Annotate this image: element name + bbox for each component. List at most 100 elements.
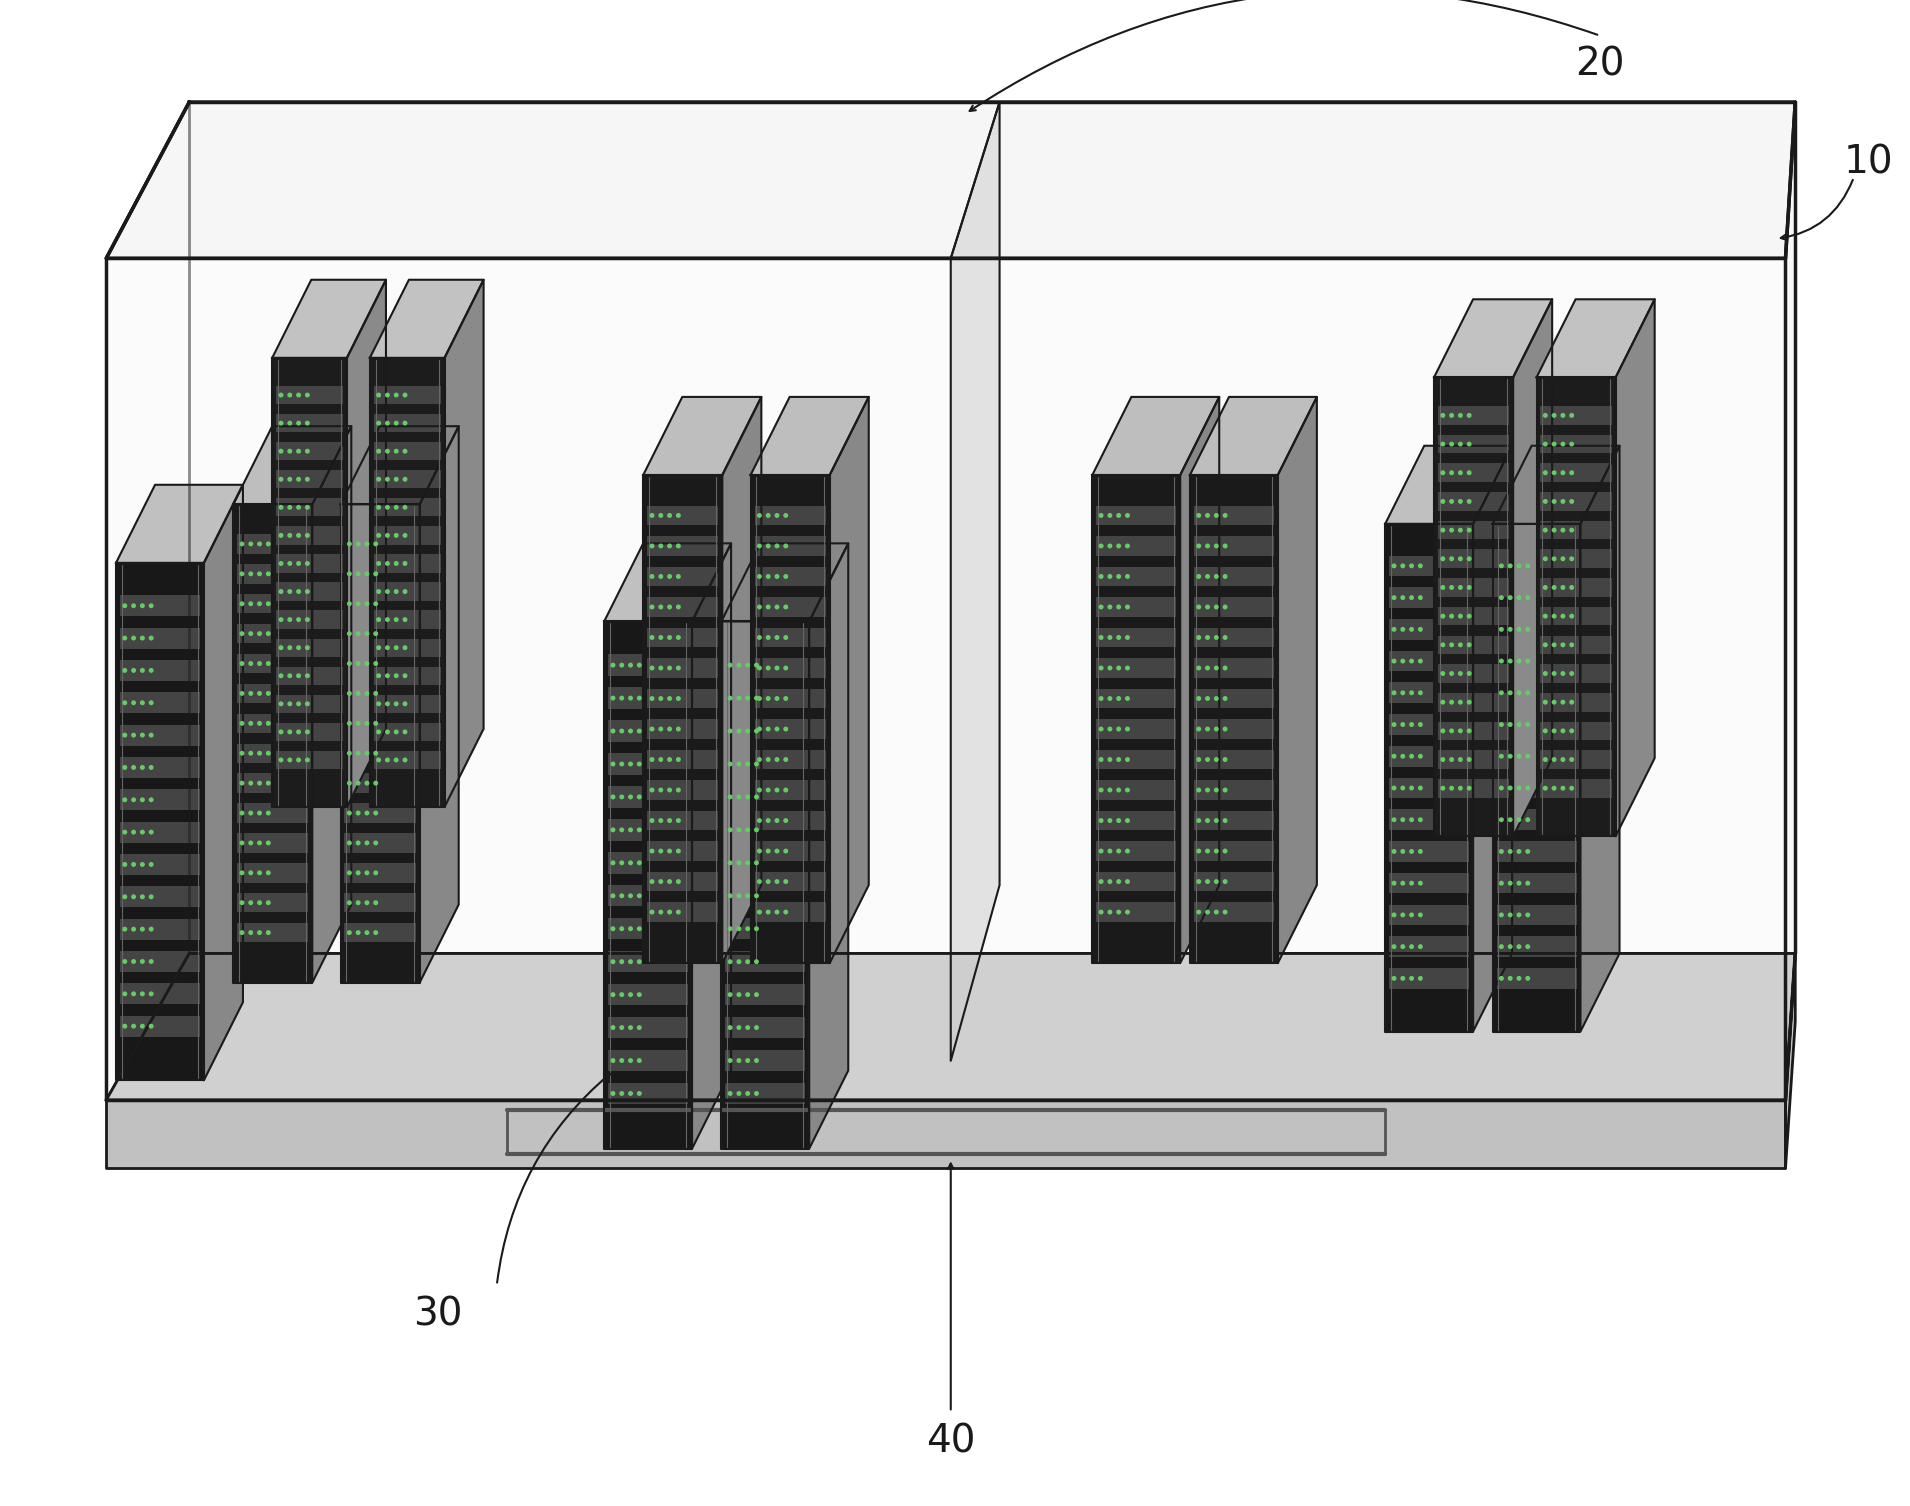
Circle shape bbox=[306, 506, 309, 509]
Circle shape bbox=[386, 477, 390, 480]
Circle shape bbox=[1108, 758, 1112, 761]
Polygon shape bbox=[754, 842, 825, 861]
Circle shape bbox=[279, 646, 283, 649]
Circle shape bbox=[395, 393, 397, 396]
Polygon shape bbox=[726, 655, 806, 676]
Circle shape bbox=[659, 788, 663, 792]
Circle shape bbox=[267, 812, 269, 815]
Circle shape bbox=[1198, 514, 1201, 517]
Circle shape bbox=[1526, 786, 1530, 789]
Polygon shape bbox=[277, 470, 344, 488]
Polygon shape bbox=[726, 983, 806, 1006]
Circle shape bbox=[754, 992, 758, 997]
Circle shape bbox=[747, 762, 749, 765]
Circle shape bbox=[1419, 976, 1423, 980]
Circle shape bbox=[258, 633, 262, 636]
Circle shape bbox=[747, 1026, 749, 1029]
Circle shape bbox=[758, 666, 762, 670]
Circle shape bbox=[659, 727, 663, 730]
Circle shape bbox=[766, 544, 770, 548]
Circle shape bbox=[149, 992, 153, 995]
Polygon shape bbox=[647, 780, 718, 800]
Circle shape bbox=[376, 449, 380, 453]
Circle shape bbox=[1392, 818, 1396, 821]
Circle shape bbox=[1440, 443, 1444, 446]
Circle shape bbox=[395, 449, 397, 453]
Circle shape bbox=[783, 544, 787, 548]
Circle shape bbox=[357, 812, 359, 815]
Circle shape bbox=[1215, 544, 1219, 548]
Circle shape bbox=[1467, 500, 1471, 503]
Circle shape bbox=[1410, 786, 1413, 789]
Circle shape bbox=[783, 697, 787, 700]
Circle shape bbox=[628, 828, 632, 831]
Circle shape bbox=[1543, 471, 1547, 474]
Polygon shape bbox=[1389, 937, 1469, 956]
Circle shape bbox=[775, 575, 779, 578]
Polygon shape bbox=[1541, 664, 1612, 682]
Circle shape bbox=[1117, 697, 1121, 700]
Circle shape bbox=[1440, 643, 1444, 646]
Circle shape bbox=[1100, 544, 1102, 548]
Polygon shape bbox=[754, 718, 825, 739]
Circle shape bbox=[1198, 636, 1201, 639]
Circle shape bbox=[306, 675, 309, 678]
Circle shape bbox=[775, 910, 779, 914]
Polygon shape bbox=[1389, 556, 1469, 577]
Circle shape bbox=[386, 758, 390, 762]
Circle shape bbox=[649, 575, 653, 578]
Circle shape bbox=[306, 758, 309, 762]
Polygon shape bbox=[1096, 688, 1177, 708]
Circle shape bbox=[628, 959, 632, 964]
Circle shape bbox=[747, 729, 749, 733]
Polygon shape bbox=[1190, 474, 1278, 964]
Circle shape bbox=[737, 696, 741, 700]
Polygon shape bbox=[120, 595, 201, 616]
Circle shape bbox=[1419, 596, 1423, 599]
Circle shape bbox=[754, 928, 758, 931]
Circle shape bbox=[621, 762, 623, 765]
Circle shape bbox=[132, 798, 136, 801]
Circle shape bbox=[1100, 910, 1102, 914]
Circle shape bbox=[1467, 700, 1471, 703]
Circle shape bbox=[348, 721, 351, 724]
Circle shape bbox=[638, 928, 642, 931]
Circle shape bbox=[628, 1059, 632, 1062]
Circle shape bbox=[1100, 636, 1102, 639]
Circle shape bbox=[1543, 729, 1547, 732]
Circle shape bbox=[1215, 605, 1219, 608]
Polygon shape bbox=[1541, 636, 1612, 654]
Circle shape bbox=[1125, 758, 1129, 761]
Circle shape bbox=[621, 663, 623, 667]
Circle shape bbox=[1440, 672, 1444, 675]
Circle shape bbox=[638, 663, 642, 667]
Circle shape bbox=[1440, 557, 1444, 560]
Circle shape bbox=[1560, 643, 1564, 646]
Circle shape bbox=[395, 477, 397, 480]
Circle shape bbox=[628, 1026, 632, 1029]
Circle shape bbox=[1450, 443, 1454, 446]
Circle shape bbox=[1560, 672, 1564, 675]
Circle shape bbox=[1392, 565, 1396, 568]
Circle shape bbox=[1509, 786, 1513, 789]
Circle shape bbox=[1117, 880, 1121, 884]
Polygon shape bbox=[107, 259, 1786, 1099]
Circle shape bbox=[1570, 529, 1574, 532]
Circle shape bbox=[1526, 628, 1530, 631]
Circle shape bbox=[1392, 628, 1396, 631]
Circle shape bbox=[348, 812, 351, 815]
Circle shape bbox=[1517, 755, 1520, 758]
Polygon shape bbox=[1497, 809, 1576, 830]
Circle shape bbox=[659, 849, 663, 852]
Circle shape bbox=[668, 788, 670, 792]
Circle shape bbox=[649, 666, 653, 670]
Circle shape bbox=[1553, 586, 1557, 589]
Circle shape bbox=[1509, 849, 1513, 854]
Circle shape bbox=[758, 636, 762, 639]
Polygon shape bbox=[607, 720, 688, 742]
Polygon shape bbox=[754, 750, 825, 770]
Circle shape bbox=[783, 788, 787, 792]
Polygon shape bbox=[1434, 378, 1513, 836]
Polygon shape bbox=[1194, 566, 1274, 586]
Circle shape bbox=[1222, 788, 1226, 792]
